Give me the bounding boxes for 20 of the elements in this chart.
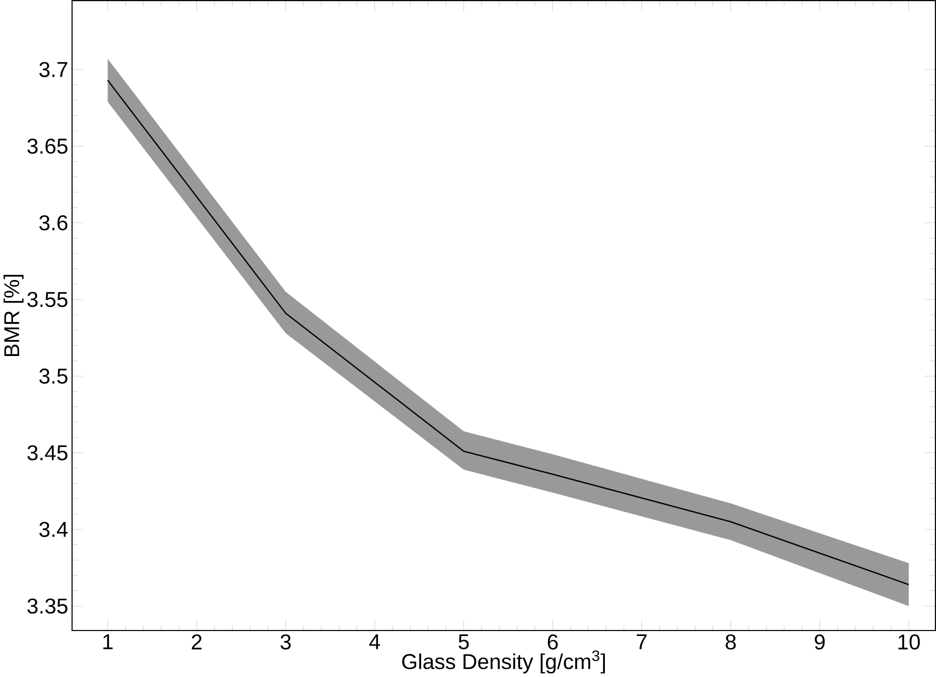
y-tick-label: 3.45: [27, 445, 68, 460]
x-axis-title: Glass Density [g/cm$^{3}$]: [402, 650, 605, 674]
y-tick-label: 3.5: [39, 368, 68, 384]
y-tick-label: 3.65: [27, 138, 68, 154]
x-tick-label: 5: [458, 634, 469, 650]
x-tick-label: 9: [814, 634, 825, 650]
x-tick-label: 3: [280, 634, 291, 650]
x-tick-label: 6: [548, 634, 558, 650]
x-tick-label: 4: [369, 634, 380, 650]
x-tick-label: 10: [898, 634, 920, 650]
y-axis-title: BMR [%]: [4, 274, 24, 356]
y-tick-label: 3.6: [39, 215, 68, 230]
y-tick-label: 3.4: [39, 522, 68, 537]
x-tick-label: 1: [103, 634, 113, 650]
y-tick-label: 3.7: [39, 62, 68, 78]
x-tick-label: 8: [726, 634, 736, 650]
y-tick-label: 3.35: [27, 598, 68, 614]
x-tick-label: 7: [636, 634, 647, 650]
x-tick-label: 2: [192, 634, 202, 650]
y-tick-label: 3.55: [27, 292, 68, 308]
